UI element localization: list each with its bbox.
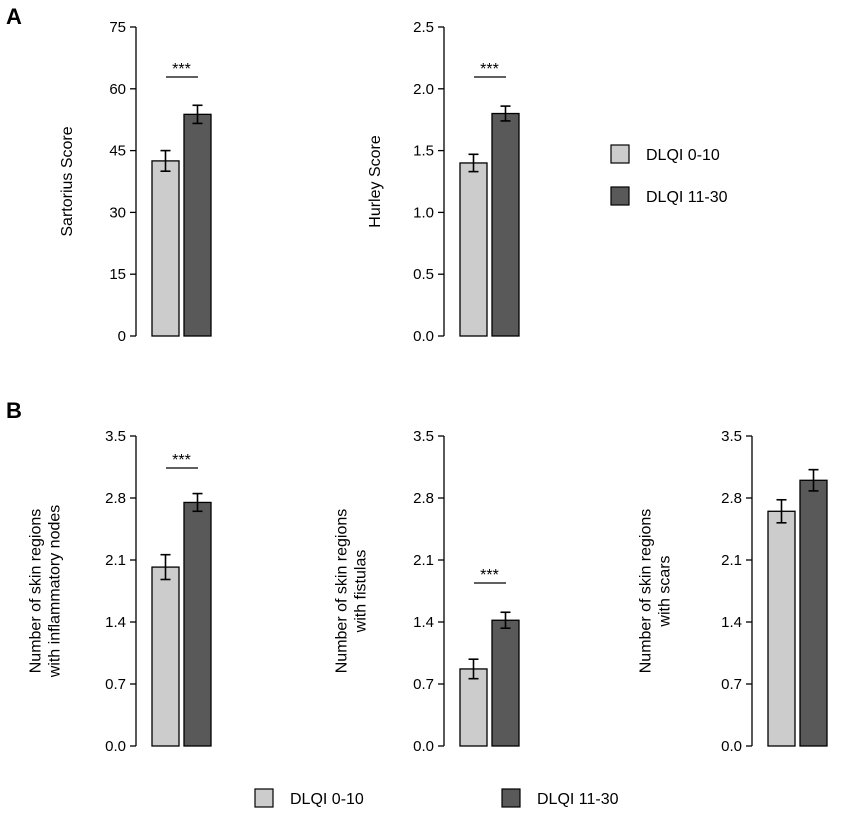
y-tick-label: 1.4 <box>721 614 742 631</box>
charts: 0 15 30 45 60 75 Sartorius Score *** 0.0 0.5 1.0 1.… <box>28 19 828 755</box>
bar-dlqi-11-30 <box>491 619 520 747</box>
bar-dlqi-0-10 <box>459 668 488 747</box>
y-tick-label: 2.8 <box>105 490 126 507</box>
y-axis-label-line: with fistulas <box>353 550 370 634</box>
panel-label-b: B <box>6 398 22 423</box>
legend-bottom-swatch-low <box>254 788 274 808</box>
chart-2: 0.0 0.5 1.0 1.5 2.0 2.5 Hurley Score *** <box>367 19 520 345</box>
y-tick-label: 2.1 <box>413 552 434 569</box>
bar-dlqi-0-10 <box>151 160 180 337</box>
y-tick-label: 2.8 <box>413 490 434 507</box>
y-tick-label: 0.7 <box>413 676 434 693</box>
y-axis-label: Number of skin regions with fistulas <box>334 509 370 674</box>
y-axis-label-line: Number of skin regions <box>28 509 45 674</box>
legend-top-label-low: DLQI 0-10 <box>646 147 720 164</box>
y-axis-label: Number of skin regions with scars <box>638 509 674 674</box>
legend-top-swatch-high <box>610 186 630 206</box>
bar-dlqi-11-30 <box>183 113 212 337</box>
y-axis-label: Hurley Score <box>367 135 384 228</box>
y-axis-label-line: Number of skin regions <box>638 509 655 674</box>
legend-bottom-label-low: DLQI 0-10 <box>290 791 364 808</box>
y-axis-label-line: with scars <box>657 555 674 627</box>
y-tick-label: 0 <box>118 328 126 345</box>
chart-1: 0 15 30 45 60 75 Sartorius Score *** <box>59 19 212 345</box>
chart-5: 0.0 0.7 1.4 2.1 2.8 3.5 Number of skin regions… <box>638 428 828 755</box>
y-axis-label: Sartorius Score <box>59 126 76 236</box>
y-tick-label: 0.7 <box>721 676 742 693</box>
y-tick-label: 45 <box>109 143 126 160</box>
significance-label: *** <box>172 61 191 78</box>
legend-bottom: DLQI 0-10 DLQI 11-30 <box>254 788 619 808</box>
y-tick-label: 0.0 <box>105 738 126 755</box>
y-tick-label: 3.5 <box>105 428 126 445</box>
bar-dlqi-11-30 <box>799 479 828 747</box>
y-tick-label: 75 <box>109 19 126 36</box>
panel-label-a: A <box>6 4 22 29</box>
bar-dlqi-0-10 <box>767 510 796 747</box>
bar-dlqi-0-10 <box>459 162 488 337</box>
y-axis-label-line: with inflammatory nodes <box>47 505 64 679</box>
y-axis-label-line: Sartorius Score <box>59 126 76 236</box>
y-tick-label: 3.5 <box>721 428 742 445</box>
y-axis-label-line: Number of skin regions <box>334 509 351 674</box>
y-tick-label: 2.0 <box>413 81 434 98</box>
y-tick-label: 0.0 <box>413 738 434 755</box>
legend-bottom-label-high: DLQI 11-30 <box>537 791 619 808</box>
y-axis-label-line: Hurley Score <box>367 135 384 228</box>
significance-label: *** <box>172 452 191 469</box>
bar-dlqi-0-10 <box>151 566 180 747</box>
y-tick-label: 0.5 <box>413 266 434 283</box>
y-tick-label: 1.5 <box>413 143 434 160</box>
y-tick-label: 0.0 <box>413 328 434 345</box>
chart-3: 0.0 0.7 1.4 2.1 2.8 3.5 Number of skin regions… <box>28 428 212 755</box>
y-tick-label: 0.7 <box>105 676 126 693</box>
y-tick-label: 30 <box>109 204 126 221</box>
y-tick-label: 3.5 <box>413 428 434 445</box>
y-tick-label: 2.5 <box>413 19 434 36</box>
y-axis-label: Number of skin regions with inflammatory … <box>28 505 64 679</box>
chart-4: 0.0 0.7 1.4 2.1 2.8 3.5 Number of skin regions… <box>334 428 520 755</box>
y-tick-label: 15 <box>109 266 126 283</box>
bar-dlqi-11-30 <box>183 501 212 747</box>
y-tick-label: 2.1 <box>721 552 742 569</box>
y-tick-label: 60 <box>109 81 126 98</box>
y-tick-label: 1.4 <box>413 614 434 631</box>
legend-top: DLQI 0-10 DLQI 11-30 <box>610 144 728 206</box>
y-tick-label: 1.4 <box>105 614 126 631</box>
legend-top-label-high: DLQI 11-30 <box>646 189 728 206</box>
significance-label: *** <box>480 567 499 584</box>
y-tick-label: 2.8 <box>721 490 742 507</box>
legend-bottom-swatch-high <box>501 788 521 808</box>
y-tick-label: 0.0 <box>721 738 742 755</box>
y-tick-label: 2.1 <box>105 552 126 569</box>
legend-top-swatch-low <box>610 144 630 164</box>
y-tick-label: 1.0 <box>413 204 434 221</box>
significance-label: *** <box>480 61 499 78</box>
bar-dlqi-11-30 <box>491 112 520 337</box>
